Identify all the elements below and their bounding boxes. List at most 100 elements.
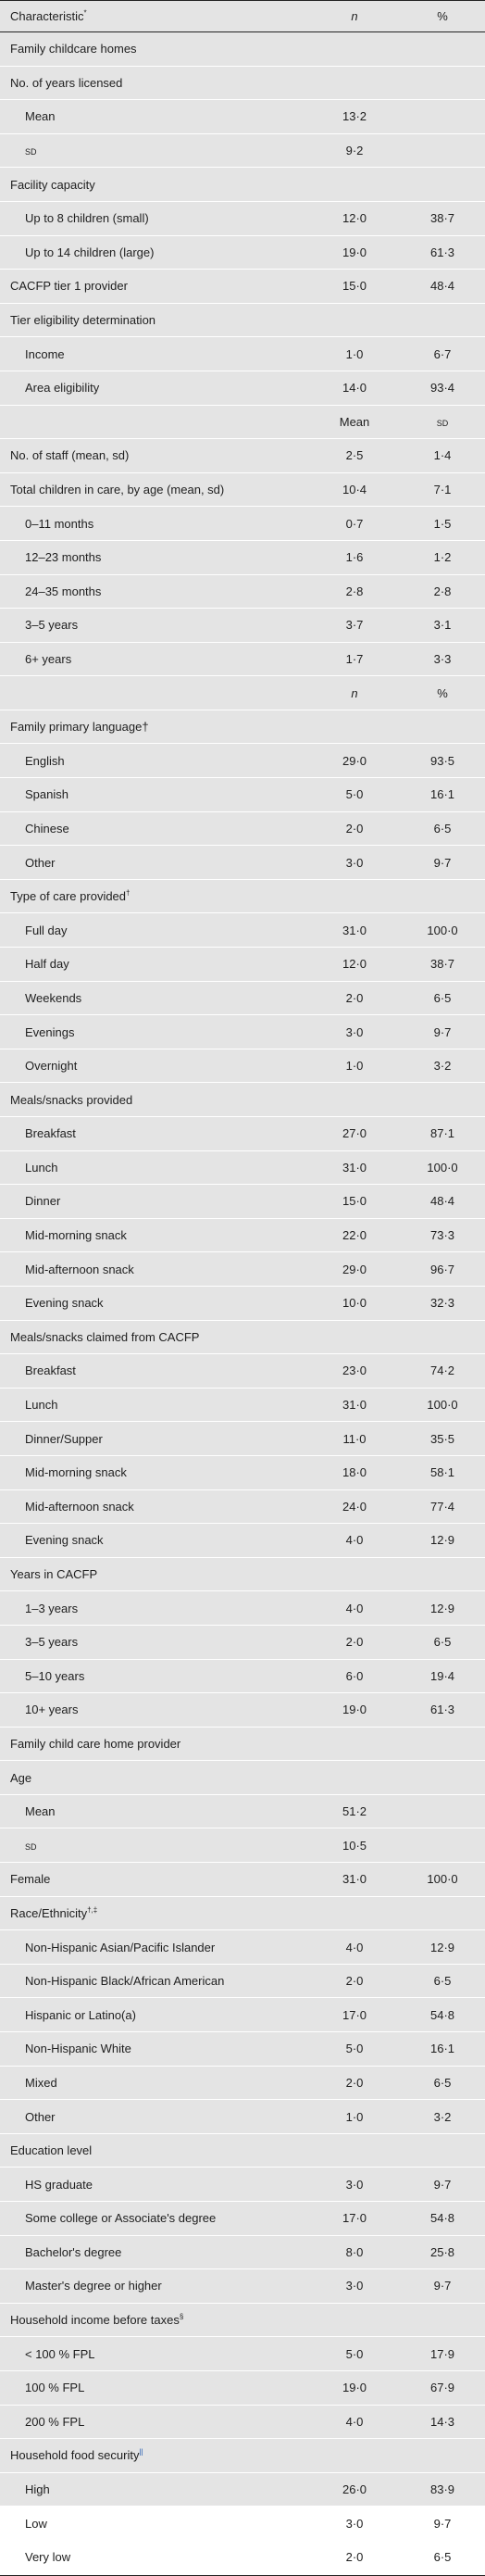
row-label: Family child care home provider: [0, 1737, 309, 1751]
header-percent: %: [437, 9, 448, 23]
n-cell: 2·0: [345, 990, 364, 1005]
percent-cell: 83·9: [429, 2482, 455, 2497]
row-label-text: Spanish: [25, 787, 68, 802]
row-label: < 100 % FPL: [0, 2347, 309, 2361]
row-label-text: 3–5 years: [25, 618, 79, 633]
n-cell: 19·0: [342, 245, 367, 259]
row-label-text: Full day: [25, 923, 68, 937]
percent-cell: 61·3: [429, 245, 455, 259]
row-label-text: Family primary language†: [10, 720, 149, 735]
footnote-mark: §: [179, 2313, 184, 2321]
row-label: Income: [0, 347, 309, 361]
table-row: Mid-afternoon snack 24·0 77·4: [0, 1489, 485, 1525]
n-cell: 51·2: [342, 1804, 367, 1819]
table-row: 12–23 months 1·6 1·2: [0, 540, 485, 575]
row-label-text: Race/Ethnicity: [10, 1905, 88, 1920]
table-row: 3–5 years 3·7 3·1: [0, 609, 485, 643]
n-cell: 4·0: [345, 1533, 364, 1548]
row-label: 0–11 months: [0, 517, 309, 531]
table-row: Breakfast 27·0 87·1: [0, 1117, 485, 1151]
percent-cell: 17·9: [429, 2346, 455, 2361]
header-footnote-mark: *: [83, 9, 87, 18]
row-label-text: Household food security: [10, 2448, 140, 2463]
footnote-mark: ||: [139, 2448, 143, 2457]
table-row: Evenings 3·0 9·7: [0, 1015, 485, 1049]
table-row: Family childcare homes: [0, 32, 485, 67]
n-cell: 26·0: [342, 2482, 367, 2497]
percent-cell: 96·7: [429, 1262, 455, 1276]
row-label: sd: [0, 144, 309, 157]
row-label: 12–23 months: [0, 550, 309, 564]
row-label: Dinner/Supper: [0, 1432, 309, 1446]
table-row: Some college or Associate's degree 17·0 54…: [0, 2202, 485, 2236]
row-label: Non-Hispanic Black/African American: [0, 1974, 309, 1988]
row-label: Meals/snacks claimed from CACFP: [0, 1330, 309, 1344]
row-label-text: Weekends: [25, 990, 82, 1005]
n-cell: 29·0: [342, 1262, 367, 1276]
row-label: 10+ years: [0, 1703, 309, 1716]
percent-cell: 9·7: [433, 1024, 452, 1039]
n-cell: 12·0: [342, 957, 367, 972]
n-cell: n: [351, 685, 358, 700]
row-label-text: Lunch: [25, 1160, 58, 1175]
row-label-text: Evening snack: [25, 1296, 104, 1311]
row-label-text: Hispanic or Latino(a): [25, 2007, 136, 2022]
table-row: Family child care home provider: [0, 1727, 485, 1762]
n-cell: 5·0: [345, 787, 364, 802]
percent-cell: 12·9: [429, 1940, 455, 1954]
table-row: Mid-morning snack 22·0 73·3: [0, 1218, 485, 1253]
row-label-text: 10+ years: [25, 1703, 79, 1717]
header-n: n: [351, 9, 358, 23]
percent-cell: 38·7: [429, 957, 455, 972]
table-row: English 29·0 93·5: [0, 744, 485, 779]
n-cell: 31·0: [342, 1872, 367, 1887]
percent-cell: 14·3: [429, 2414, 455, 2429]
table-row: Dinner 15·0 48·4: [0, 1185, 485, 1219]
percent-cell: 58·1: [429, 1465, 455, 1480]
n-cell: 4·0: [345, 1601, 364, 1615]
n-cell: 14·0: [342, 381, 367, 396]
table-row: Income 1·0 6·7: [0, 337, 485, 371]
row-label-text: Household income before taxes: [10, 2313, 180, 2328]
n-cell: 10·4: [342, 483, 367, 497]
row-label: Some college or Associate's degree: [0, 2211, 309, 2225]
percent-cell: 7·1: [433, 483, 452, 497]
percent-cell: 6·7: [433, 346, 452, 361]
percent-cell: 100·0: [427, 1398, 458, 1413]
table-row: n%: [0, 676, 485, 710]
row-label-text: Mid-morning snack: [25, 1228, 127, 1243]
percent-cell: 1·2: [433, 550, 452, 565]
n-cell: 2·5: [345, 448, 364, 463]
row-label: Age: [0, 1771, 309, 1785]
row-label-text: Evening snack: [25, 1533, 104, 1548]
row-label-text: 200 % FPL: [25, 2414, 85, 2429]
row-label: Mid-afternoon snack: [0, 1500, 309, 1514]
table-row: No. of years licensed: [0, 66, 485, 101]
percent-cell: 16·1: [429, 2042, 455, 2056]
row-label: Race/Ethnicity†,‡: [0, 1906, 309, 1920]
table-row: Hispanic or Latino(a) 17·0 54·8: [0, 1998, 485, 2033]
percent-cell: sd: [436, 414, 449, 429]
table-row: 24–35 months 2·8 2·8: [0, 574, 485, 609]
row-label-text: 5–10 years: [25, 1668, 85, 1683]
percent-cell: 2·8: [433, 584, 452, 598]
row-label: Other: [0, 2110, 309, 2124]
row-label-text: Lunch: [25, 1398, 58, 1413]
row-label: Full day: [0, 924, 309, 937]
row-label-text: Meals/snacks provided: [10, 1092, 133, 1107]
row-label: Mixed: [0, 2076, 309, 2090]
row-label: 5–10 years: [0, 1669, 309, 1683]
row-label-text: Type of care provided: [10, 889, 127, 904]
n-cell: 3·7: [345, 618, 364, 633]
row-label-text: sd: [25, 144, 37, 158]
table-row: HS graduate 3·0 9·7: [0, 2168, 485, 2202]
table-row: Breakfast 23·0 74·2: [0, 1354, 485, 1389]
table-row: High 26·0 83·9: [0, 2472, 485, 2507]
table-row: Family primary language†: [0, 710, 485, 745]
table-row: Meals/snacks provided: [0, 1083, 485, 1117]
table-row: Household income before taxes§: [0, 2303, 485, 2338]
percent-cell: 3·2: [433, 2109, 452, 2124]
row-label: Chinese: [0, 822, 309, 836]
row-label: Lunch: [0, 1398, 309, 1412]
table-row: Master's degree or higher 3·0 9·7: [0, 2269, 485, 2304]
